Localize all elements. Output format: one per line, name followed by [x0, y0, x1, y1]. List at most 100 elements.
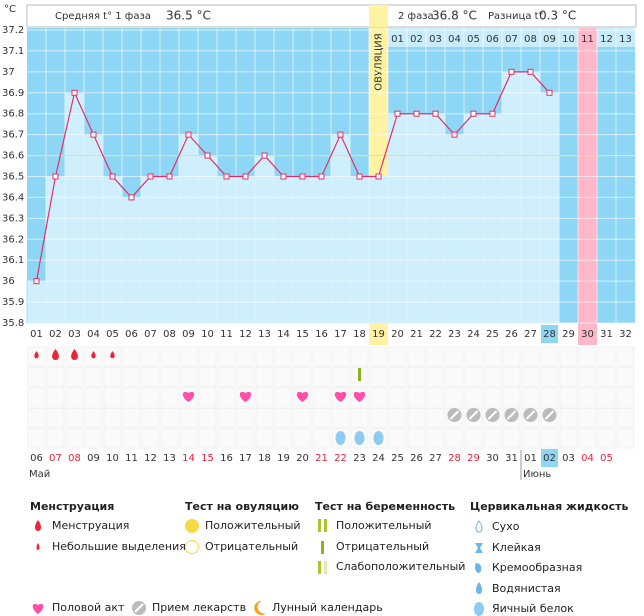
y-tick-label: 35.8	[2, 318, 24, 329]
bar	[216, 176, 237, 324]
y-tick-label: 36	[2, 276, 15, 287]
event-cell	[559, 387, 578, 408]
event-cell	[274, 367, 293, 387]
x-tick-label: 12	[239, 329, 252, 340]
unit: °C	[4, 4, 16, 15]
event-cell	[521, 346, 540, 367]
event-cell	[559, 346, 578, 367]
event-cell	[274, 346, 293, 367]
event-cell	[369, 387, 388, 408]
x-tick-label: 16	[315, 329, 328, 340]
event-cell	[464, 346, 483, 367]
pill-line	[525, 410, 536, 420]
event-cell	[179, 428, 198, 449]
legend-item: Положительный	[336, 519, 432, 532]
event-cell	[312, 346, 331, 367]
event-cell	[217, 367, 236, 387]
legend-title: Тест на беременность	[315, 500, 455, 513]
bar	[45, 176, 66, 324]
event-cell	[27, 428, 46, 449]
event-cell	[160, 346, 179, 367]
date-label: 31	[505, 453, 518, 464]
x-tick-label: 24	[467, 329, 480, 340]
point	[166, 173, 173, 180]
legend-item: Отрицательный	[336, 540, 429, 553]
point	[299, 173, 306, 180]
x-tick-label: 17	[334, 329, 347, 340]
heart	[334, 391, 347, 402]
point	[489, 110, 496, 117]
y-tick-label: 36.2	[2, 234, 24, 245]
event-cell	[312, 387, 331, 408]
event-cell	[578, 408, 597, 428]
event-cell	[445, 346, 464, 367]
event-cell	[255, 408, 274, 428]
x-tick-label: 28	[543, 329, 556, 340]
event-cell	[46, 387, 65, 408]
event-cell	[597, 346, 616, 367]
pill-line	[468, 410, 479, 420]
event-cell	[331, 367, 350, 387]
point	[280, 173, 287, 180]
legend-item: Лунный календарь	[272, 601, 383, 614]
event-cell	[331, 408, 350, 428]
bar	[83, 134, 104, 324]
event-cell	[198, 387, 217, 408]
bar	[444, 134, 465, 324]
point	[470, 110, 477, 117]
legend-icon	[35, 520, 41, 531]
event-cell	[521, 428, 540, 449]
point	[223, 173, 230, 180]
point	[147, 173, 154, 180]
y-tick-label: 36.4	[2, 192, 24, 203]
event-cell	[502, 387, 521, 408]
x-tick-label: 32	[619, 329, 632, 340]
header-box	[26, 4, 637, 28]
event-cell	[464, 428, 483, 449]
event-cell	[350, 346, 369, 367]
event-cell	[407, 387, 426, 408]
event-cell	[217, 346, 236, 367]
event-cell	[27, 387, 46, 408]
event-cell	[179, 346, 198, 367]
phase2-value: 36.8 °C	[432, 9, 477, 23]
event-cell	[502, 367, 521, 387]
event-cell	[65, 408, 84, 428]
event-cell	[255, 428, 274, 449]
date-label: 07	[49, 453, 62, 464]
legend-icon	[134, 603, 144, 613]
event-cell	[293, 408, 312, 428]
date-label: 13	[163, 453, 176, 464]
event-cell	[160, 428, 179, 449]
drop	[52, 349, 59, 360]
x-tick-label: 13	[258, 329, 271, 340]
legend-icon	[32, 603, 44, 614]
event-cell	[312, 428, 331, 449]
event-cell	[122, 367, 141, 387]
event-cell	[236, 408, 255, 428]
x-tick-label: 27	[524, 329, 537, 340]
legend-item: Клейкая	[492, 541, 541, 554]
x-tick-label: 29	[562, 329, 575, 340]
event-cell	[65, 428, 84, 449]
event-cell	[426, 346, 445, 367]
event-cell	[293, 346, 312, 367]
event-cell	[350, 408, 369, 428]
point	[527, 68, 534, 75]
y-tick-label: 35.9	[2, 297, 24, 308]
event-cell	[293, 428, 312, 449]
date-label: 12	[144, 453, 157, 464]
event-cell	[578, 367, 597, 387]
event-cell	[502, 346, 521, 367]
event-cell	[559, 367, 578, 387]
legend-icon	[324, 561, 327, 574]
legend-item: Положительный	[205, 519, 301, 532]
heart	[182, 391, 195, 402]
legend-item: Отрицательный	[205, 540, 298, 553]
date-label: 26	[410, 453, 423, 464]
event-cell	[540, 346, 559, 367]
event-cell	[388, 428, 407, 449]
legend-icon	[324, 519, 327, 532]
legend-title: Менструация	[30, 500, 114, 513]
cycle-day-label: 09	[543, 34, 556, 45]
